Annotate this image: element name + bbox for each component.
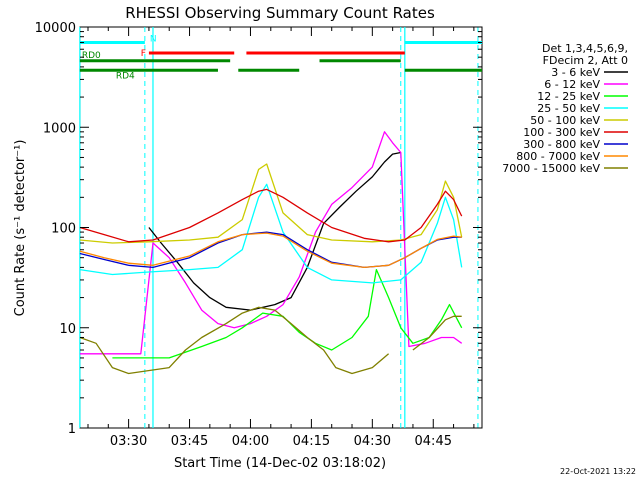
y-tick-label: 1000 [43,121,76,136]
legend-label: 50 - 100 keV [530,114,600,127]
series-line-3 [79,183,463,284]
legend-header: Det 1,3,4,5,6,9, [542,42,628,55]
series-line-5 [79,188,463,243]
legend-label: 800 - 7000 keV [516,150,600,163]
legend-label: 100 - 300 keV [523,126,600,139]
chart-title: RHESSI Observing Summary Count Rates [125,4,435,22]
x-tick-label: 04:30 [354,434,391,449]
axes: 1 10 100 1000 10000 03:30 03:45 04:00 04:15 04:30… [35,21,482,449]
y-tick-label: 100 [51,222,76,237]
data-series [79,131,463,375]
state-bar-label: RD4 [116,71,135,81]
y-tick-label: 10 [59,322,76,337]
y-axis-label: Count Rate (s⁻¹ detector⁻¹) [13,140,28,317]
legend-label: 25 - 50 keV [537,102,600,115]
series-line-2 [112,268,463,359]
x-tick-label: 03:45 [171,434,208,449]
state-bar-label: F [141,49,146,59]
legend-header: FDecim 2, Att 0 [543,54,628,67]
x-tick-label: 04:00 [232,434,269,449]
state-bars: NF RD0 RD4 [79,35,482,81]
legend-label: 7000 - 15000 keV [502,162,600,175]
series-line-0 [148,151,401,311]
footer-date: 22-Oct-2021 13:22 [560,467,636,476]
vertical-markers [79,27,479,428]
legend: Det 1,3,4,5,6,9,FDecim 2, Att 03 - 6 keV… [502,42,628,175]
state-bar-label: N [150,35,157,45]
legend-label: 300 - 800 keV [523,138,600,151]
series-line-4 [79,163,463,244]
x-tick-label: 04:15 [293,434,330,449]
series-line-8 [79,306,462,375]
x-axis-label: Start Time (14-Dec-02 03:18:02) [174,456,386,471]
series-line-1 [79,131,463,355]
y-tick-label: 1 [68,422,76,437]
x-tick-label: 04:45 [415,434,452,449]
series-line-7 [79,232,462,269]
state-bar-label: RD0 [82,51,101,61]
legend-label: 6 - 12 keV [544,78,600,91]
y-tick-label: 10000 [35,21,76,36]
legend-label: 12 - 25 keV [537,90,600,103]
x-tick-label: 03:30 [110,434,147,449]
legend-label: 3 - 6 keV [551,66,600,79]
